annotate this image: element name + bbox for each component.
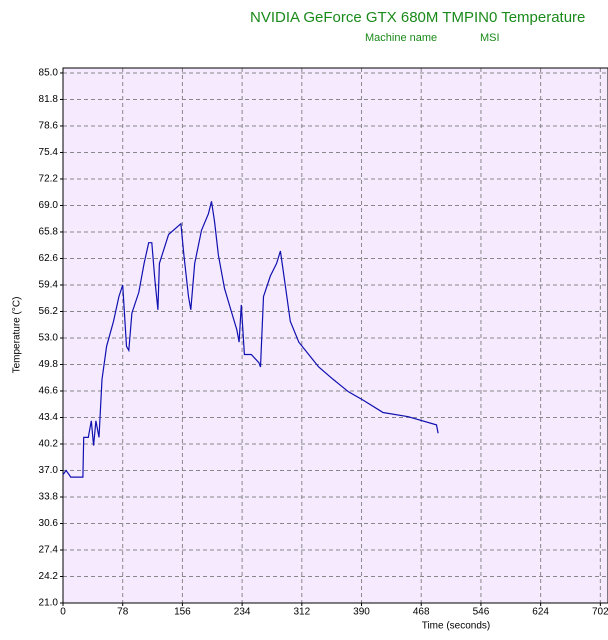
- x-tick-label: 546: [473, 607, 490, 618]
- x-tick-label: 234: [234, 607, 251, 618]
- chart-title: NVIDIA GeForce GTX 680M TMPIN0 Temperatu…: [250, 9, 585, 26]
- plot-background: [63, 68, 608, 603]
- y-tick-label: 43.4: [39, 412, 59, 423]
- y-tick-label: 75.4: [39, 147, 59, 158]
- machine-name: MSI: [480, 32, 500, 44]
- x-tick-label: 0: [60, 607, 66, 618]
- y-tick-label: 30.6: [39, 518, 59, 529]
- line-series: [62, 201, 439, 478]
- y-tick-label: 27.4: [39, 545, 59, 556]
- y-tick-label: 62.6: [39, 253, 59, 264]
- x-tick-label: 468: [413, 607, 430, 618]
- y-tick-label: 24.2: [39, 571, 59, 582]
- y-tick-label: 81.8: [39, 94, 59, 105]
- y-axis-label: Temperature (°C): [12, 297, 23, 374]
- x-tick-label: 702: [592, 607, 608, 618]
- y-tick-label: 49.8: [39, 359, 59, 370]
- y-tick-label: 56.2: [39, 306, 59, 317]
- y-tick-label: 78.6: [39, 121, 59, 132]
- x-tick-label: 312: [293, 607, 310, 618]
- y-tick-label: 53.0: [39, 333, 59, 344]
- y-tick-label: 21.0: [39, 598, 59, 609]
- y-tick-label: 72.2: [39, 174, 59, 185]
- plot-area: [62, 67, 608, 604]
- y-tick-label: 33.8: [39, 492, 59, 503]
- y-tick-label: 46.6: [39, 386, 59, 397]
- y-tick-label: 59.4: [39, 280, 59, 291]
- y-tick-label: 37.0: [39, 465, 59, 476]
- y-tick-label: 85.0: [39, 68, 59, 79]
- x-tick-label: 624: [532, 607, 549, 618]
- y-tick-label: 65.8: [39, 227, 59, 238]
- x-axis-label: Time (seconds): [422, 621, 491, 632]
- x-tick-label: 156: [174, 607, 191, 618]
- machine-label: Machine name: [365, 32, 437, 44]
- x-tick-label: 78: [117, 607, 129, 618]
- y-tick-label: 69.0: [39, 200, 59, 211]
- y-tick-label: 40.2: [39, 439, 59, 450]
- x-tick-label: 390: [353, 607, 370, 618]
